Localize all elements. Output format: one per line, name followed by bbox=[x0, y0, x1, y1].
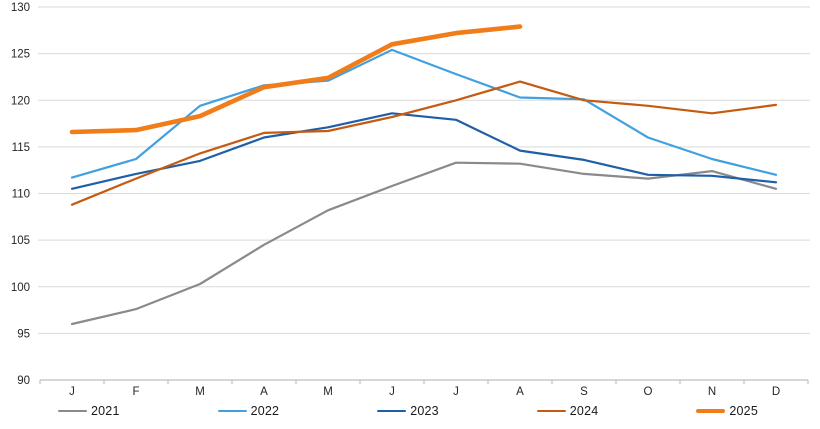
x-axis-tick-label: F bbox=[132, 386, 139, 398]
series-line-2025 bbox=[69, 24, 523, 135]
legend-label: 2022 bbox=[250, 404, 280, 418]
legend-label: 2025 bbox=[729, 404, 758, 418]
x-axis-tick-label: S bbox=[580, 386, 588, 398]
y-axis-tick-label: 125 bbox=[11, 49, 30, 61]
x-axis-tick-label: J bbox=[389, 386, 395, 398]
legend-swatch-2021 bbox=[58, 409, 87, 413]
legend-item-2022: 2022 bbox=[217, 404, 280, 418]
x-axis-tick-label: O bbox=[644, 386, 653, 398]
legend-swatch-2024 bbox=[536, 409, 566, 413]
chart-legend: 2021 2022 2023 2024 2025 bbox=[58, 400, 758, 422]
y-axis-tick-label: 95 bbox=[17, 328, 30, 340]
legend-swatch-2025 bbox=[696, 408, 726, 414]
x-axis-tick-label: M bbox=[323, 386, 333, 398]
y-axis-tick-label: 90 bbox=[17, 375, 30, 387]
legend-label: 2023 bbox=[410, 404, 439, 418]
x-axis-tick-label: A bbox=[260, 386, 268, 398]
x-axis-tick-label: J bbox=[453, 386, 459, 398]
series-line-2022 bbox=[70, 48, 778, 179]
y-axis-tick-label: 130 bbox=[11, 2, 30, 14]
series-line-2021 bbox=[70, 161, 778, 326]
legend-label: 2024 bbox=[569, 404, 599, 418]
x-axis-tick-label: J bbox=[69, 386, 75, 398]
y-axis-tick-label: 105 bbox=[11, 235, 30, 247]
legend-item-2025: 2025 bbox=[696, 404, 758, 418]
y-axis-tick-label: 100 bbox=[11, 282, 30, 294]
series-line-2024 bbox=[70, 80, 778, 206]
legend-swatch-2023 bbox=[377, 409, 407, 413]
y-axis-tick-label: 110 bbox=[12, 189, 30, 201]
y-axis-tick-label: 115 bbox=[12, 142, 30, 154]
y-axis-tick-label: 120 bbox=[11, 95, 30, 107]
x-axis-tick-label: M bbox=[195, 386, 205, 398]
line-chart-canvas: 90 95 100 105 110 115 120 125 130 J F M A M J J A S O N D bbox=[11, 2, 810, 398]
legend-item-2021: 2021 bbox=[58, 404, 120, 418]
legend-label: 2021 bbox=[91, 404, 120, 418]
legend-item-2024: 2024 bbox=[536, 404, 599, 418]
x-axis-tick-label: N bbox=[708, 386, 716, 398]
x-axis-tick-label: D bbox=[772, 386, 780, 398]
legend-item-2023: 2023 bbox=[377, 404, 439, 418]
series-line-2023 bbox=[70, 112, 778, 190]
x-axis-tick-label: A bbox=[516, 386, 524, 398]
legend-swatch-2022 bbox=[217, 409, 247, 413]
